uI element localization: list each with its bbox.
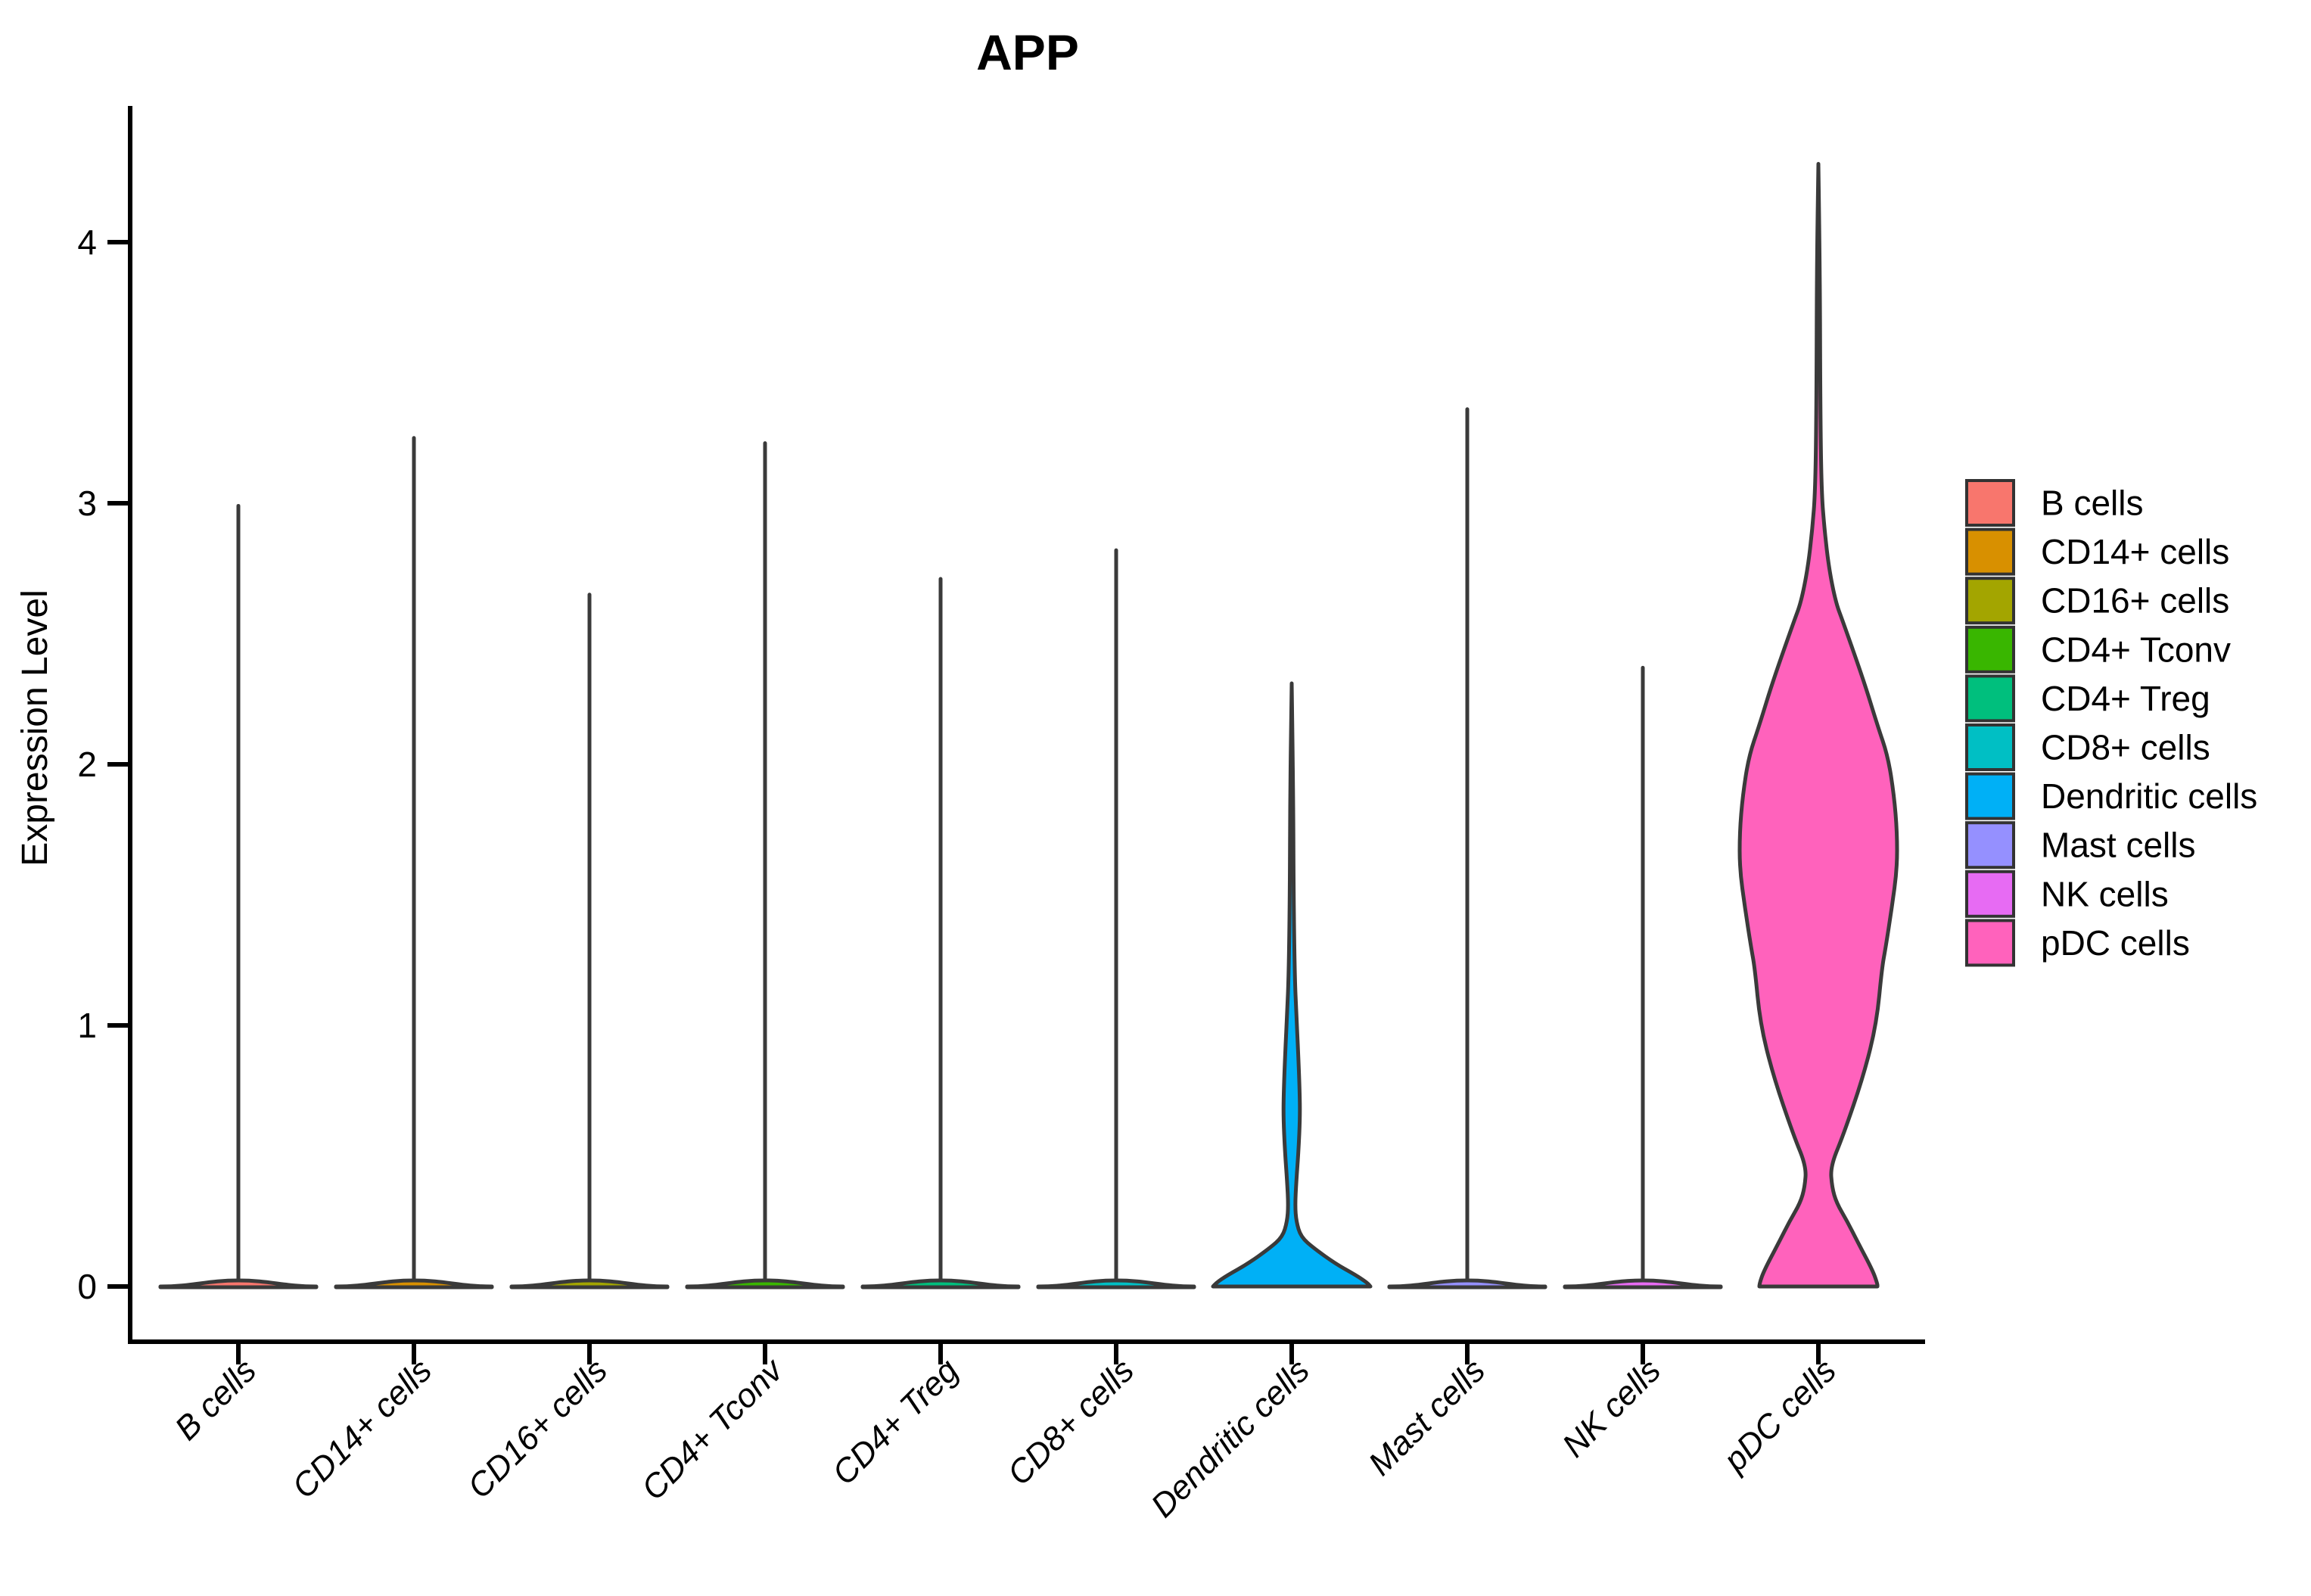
legend-item-cd16-cells-swatch <box>1965 577 2015 625</box>
x-tick-label-cd4-tconv: CD4+ Tconv <box>634 1350 792 1507</box>
legend-item-dendritic-cells-label: Dendritic cells <box>2041 776 2257 816</box>
legend-item-cd14-cells-swatch <box>1965 527 2015 576</box>
legend-item-nk-cells-swatch <box>1965 870 2015 918</box>
violins-layer <box>158 162 1899 1290</box>
legend-item-b-cells-label: B cells <box>2041 484 2143 523</box>
x-tick-label-b-cells: B cells <box>168 1352 263 1447</box>
legend-item-pdc-cells-swatch <box>1965 919 2015 967</box>
legend-item-cd14-cells-label: CD14+ cells <box>2041 532 2229 571</box>
violin-mast-cells-base <box>1387 1278 1547 1290</box>
legend: B cells CD14+ cells CD16+ cells CD4+ Tconv C… <box>1965 479 2257 967</box>
legend-item-cd4-treg-swatch <box>1965 674 2015 723</box>
violin-dendritic-cells <box>1211 681 1373 1289</box>
x-tick-label-cd8-cells: CD8+ cells <box>1000 1352 1141 1492</box>
violin-nk-cells-base <box>1563 1278 1723 1290</box>
legend-item-pdc-cells-label: pDC cells <box>2041 923 2190 963</box>
violin-pdc-cells <box>1737 162 1899 1289</box>
x-tick-label-cd14-cells: CD14+ cells <box>285 1352 439 1505</box>
x-tick-label-pdc-cells: pDC cells <box>1715 1352 1843 1479</box>
legend-item-mast-cells-swatch <box>1965 821 2015 870</box>
x-tick-label-dendritic-cells: Dendritic cells <box>1144 1352 1317 1524</box>
x-tick-label-mast-cells: Mast cells <box>1361 1352 1492 1482</box>
legend-item-cd4-treg-label: CD4+ Treg <box>2041 679 2210 718</box>
x-tick-label-cd16-cells: CD16+ cells <box>461 1352 614 1505</box>
y-tick-label: 0 <box>77 1267 97 1306</box>
legend-item-mast-cells-label: Mast cells <box>2041 826 2195 865</box>
legend-item-b-cells-swatch <box>1965 479 2015 527</box>
violin-cd4-treg-base <box>860 1278 1021 1290</box>
x-tick-label-cd4-treg: CD4+ Treg <box>826 1352 966 1492</box>
legend-item-cd16-cells-label: CD16+ cells <box>2041 581 2229 621</box>
violin-cd16-cells-base <box>509 1278 670 1290</box>
legend-item-cd4-tconv-label: CD4+ Tconv <box>2041 630 2231 669</box>
y-axis-title: Expression Level <box>15 590 55 866</box>
legend-item-cd8-cells-swatch <box>1965 723 2015 771</box>
violin-cd4-tconv-base <box>685 1278 845 1290</box>
y-tick-label: 3 <box>77 484 97 523</box>
y-tick-label: 1 <box>77 1006 97 1045</box>
legend-item-cd4-tconv-swatch <box>1965 625 2015 674</box>
legend-item-dendritic-cells-swatch <box>1965 772 2015 820</box>
y-tick-label: 2 <box>77 745 97 784</box>
legend-item-nk-cells-label: NK cells <box>2041 874 2169 913</box>
violin-b-cells-base <box>158 1278 319 1290</box>
violin-cd14-cells-base <box>334 1278 494 1290</box>
violin-cd8-cells-base <box>1036 1278 1196 1290</box>
y-tick-label: 4 <box>77 222 97 262</box>
x-tick-label-nk-cells: NK cells <box>1555 1352 1668 1464</box>
chart-title: APP <box>976 24 1079 80</box>
legend-item-cd8-cells-label: CD8+ cells <box>2041 728 2210 767</box>
